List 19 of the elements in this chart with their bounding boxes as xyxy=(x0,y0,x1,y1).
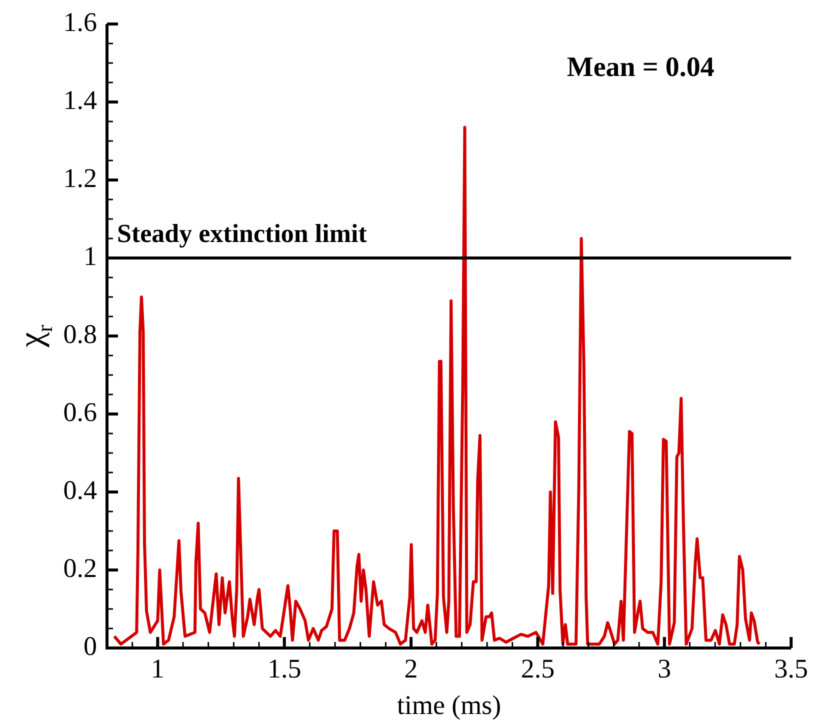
y-tick-label: 0.2 xyxy=(63,553,97,584)
y-axis-title: χr xyxy=(13,324,58,348)
x-tick-label: 3.5 xyxy=(774,653,808,684)
y-tick-label: 0.8 xyxy=(63,319,97,350)
y-tick-label: 0.6 xyxy=(63,397,97,428)
y-tick-label: 0.4 xyxy=(63,475,98,506)
y-tick-label: 1 xyxy=(84,241,97,272)
y-tick-label: 1.2 xyxy=(63,163,97,194)
x-tick-label: 3 xyxy=(658,653,672,684)
y-tick-label: 1.6 xyxy=(63,7,97,38)
x-tick-label: 2.5 xyxy=(520,653,555,684)
y-tick-label: 1.4 xyxy=(63,85,98,116)
x-tick-label: 2 xyxy=(404,653,418,684)
ref-line-label: Steady extinction limit xyxy=(117,219,368,248)
x-tick-label: 1 xyxy=(150,653,164,684)
x-tick-label: 1.5 xyxy=(267,653,302,684)
y-tick-label: 0 xyxy=(84,631,97,662)
x-axis-title: time (ms) xyxy=(396,690,502,720)
annotation: Mean = 0.04 xyxy=(566,52,714,83)
